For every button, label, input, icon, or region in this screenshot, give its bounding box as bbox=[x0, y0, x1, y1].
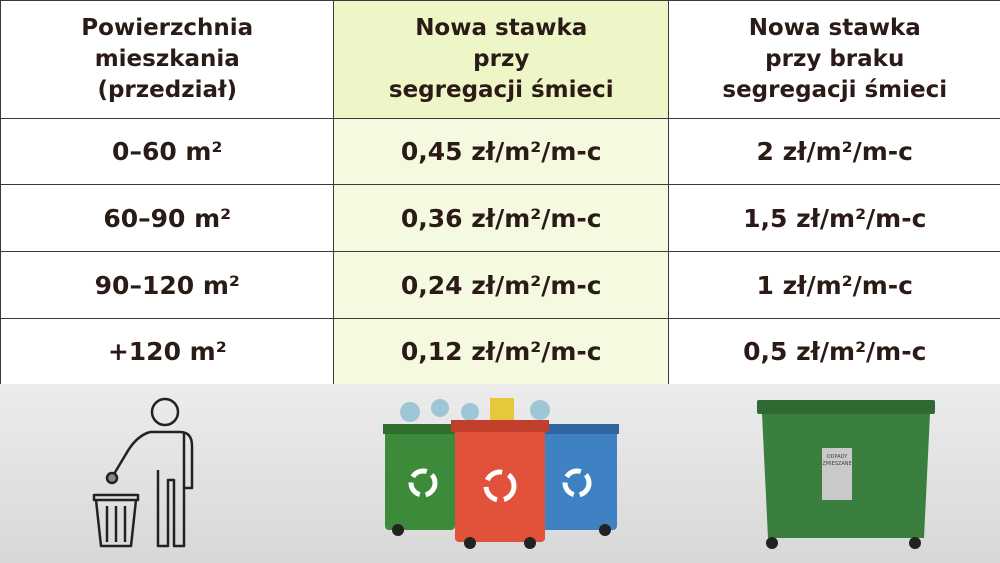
table-cell: 1,5 zł/m²/m-c bbox=[668, 184, 1000, 253]
header-cell: Nowa stawka przy segregacji śmieci bbox=[333, 0, 670, 120]
table-cell: 90–120 m² bbox=[0, 251, 335, 320]
table-cell: 0–60 m² bbox=[0, 118, 335, 186]
table-cell: 2 zł/m²/m-c bbox=[668, 118, 1000, 186]
header-line: Powierzchnia bbox=[81, 15, 254, 42]
header-line: przy bbox=[473, 46, 530, 73]
mixed-waste-container: ODPADY ZMIESZANE bbox=[757, 400, 935, 549]
header-line: segregacji śmieci bbox=[722, 77, 948, 104]
person-icon bbox=[92, 397, 194, 548]
header-line: (przedział) bbox=[97, 77, 238, 104]
header-cell: Powierzchnia mieszkania (przedział) bbox=[0, 0, 335, 120]
header-line: Nowa stawka bbox=[748, 15, 921, 42]
container-label: ODPADY bbox=[827, 454, 848, 460]
container-label: ZMIESZANE bbox=[822, 461, 851, 467]
header-line: mieszkania bbox=[94, 46, 240, 73]
table-cell: 60–90 m² bbox=[0, 184, 335, 253]
recycling-bins bbox=[383, 398, 619, 549]
table-cell: 0,5 zł/m²/m-c bbox=[668, 318, 1000, 386]
header-line: Nowa stawka bbox=[415, 15, 588, 42]
table-cell: 0,12 zł/m²/m-c bbox=[333, 318, 670, 386]
illustration: ODPADY ZMIESZANE bbox=[0, 384, 1000, 563]
table-cell: 0,45 zł/m²/m-c bbox=[333, 118, 670, 186]
rate-table: Powierzchnia mieszkania (przedział) Nowa st… bbox=[0, 0, 1000, 386]
table-cell: 0,36 zł/m²/m-c bbox=[333, 184, 670, 253]
table-cell: 1 zł/m²/m-c bbox=[668, 251, 1000, 320]
header-line: segregacji śmieci bbox=[388, 77, 614, 104]
table-cell: +120 m² bbox=[0, 318, 335, 386]
header-line: przy braku bbox=[765, 46, 905, 73]
table-cell: 0,24 zł/m²/m-c bbox=[333, 251, 670, 320]
header-cell: Nowa stawka przy braku segregacji śmieci bbox=[668, 0, 1000, 120]
